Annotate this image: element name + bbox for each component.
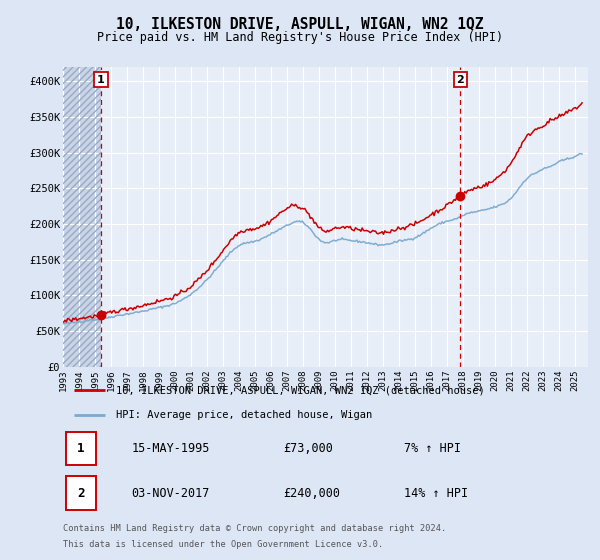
Text: £73,000: £73,000 bbox=[284, 442, 334, 455]
Text: 03-NOV-2017: 03-NOV-2017 bbox=[131, 487, 209, 500]
Text: This data is licensed under the Open Government Licence v3.0.: This data is licensed under the Open Gov… bbox=[63, 540, 383, 549]
FancyBboxPatch shape bbox=[65, 477, 96, 510]
Text: 1: 1 bbox=[97, 74, 105, 85]
Text: 15-MAY-1995: 15-MAY-1995 bbox=[131, 442, 209, 455]
Text: 2: 2 bbox=[457, 74, 464, 85]
Bar bbox=[63, 67, 101, 367]
Text: Contains HM Land Registry data © Crown copyright and database right 2024.: Contains HM Land Registry data © Crown c… bbox=[63, 524, 446, 533]
Text: 14% ↑ HPI: 14% ↑ HPI bbox=[404, 487, 469, 500]
Text: 1: 1 bbox=[77, 442, 85, 455]
Text: 10, ILKESTON DRIVE, ASPULL, WIGAN, WN2 1QZ (detached house): 10, ILKESTON DRIVE, ASPULL, WIGAN, WN2 1… bbox=[115, 385, 484, 395]
Text: 7% ↑ HPI: 7% ↑ HPI bbox=[404, 442, 461, 455]
Text: Price paid vs. HM Land Registry's House Price Index (HPI): Price paid vs. HM Land Registry's House … bbox=[97, 31, 503, 44]
Text: £240,000: £240,000 bbox=[284, 487, 341, 500]
FancyBboxPatch shape bbox=[65, 432, 96, 465]
Text: 10, ILKESTON DRIVE, ASPULL, WIGAN, WN2 1QZ: 10, ILKESTON DRIVE, ASPULL, WIGAN, WN2 1… bbox=[116, 17, 484, 32]
Bar bbox=[63, 67, 101, 367]
Text: 2: 2 bbox=[77, 487, 85, 500]
Text: HPI: Average price, detached house, Wigan: HPI: Average price, detached house, Wiga… bbox=[115, 410, 372, 420]
